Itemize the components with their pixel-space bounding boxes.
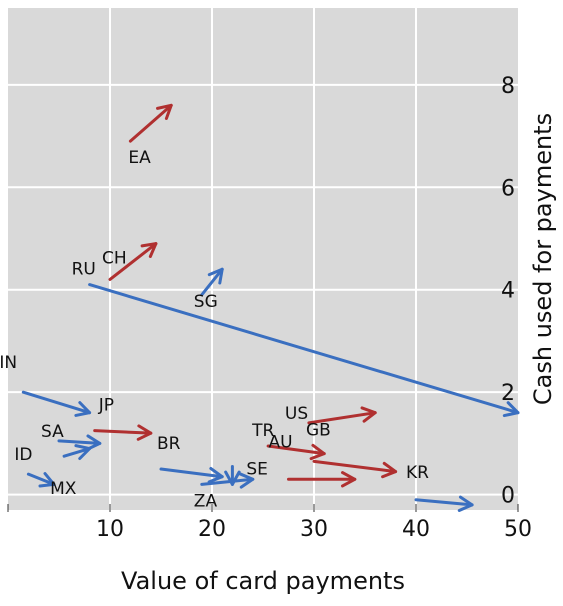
arrow-head — [224, 470, 241, 486]
y-tick-label: 0 — [501, 484, 515, 509]
x-tick-label: 30 — [300, 517, 328, 542]
arrow-shaft — [108, 242, 158, 281]
arrow-za — [200, 472, 255, 489]
arrow-ch — [108, 242, 158, 281]
tick-labels: 10 20 30 40 50 0 2 4 6 8 — [7, 74, 532, 542]
arrow-shaft — [21, 390, 92, 415]
x-tick-label: 40 — [402, 517, 430, 542]
y-tick-label: 4 — [501, 279, 515, 304]
arrow-shaft — [88, 283, 520, 415]
arrow-label-au: AU — [269, 432, 293, 452]
arrow-head — [207, 267, 224, 285]
arrow-id — [26, 472, 56, 488]
arrow-head — [502, 401, 520, 418]
arrow-head — [341, 471, 357, 488]
arrow-head — [457, 495, 474, 512]
arrow-au — [287, 471, 357, 488]
arrow-head — [136, 424, 153, 441]
x-tick-label: 50 — [504, 517, 532, 542]
y-tick-label: 2 — [501, 381, 515, 406]
arrow-head — [85, 434, 102, 451]
arrow-ru — [88, 283, 520, 418]
arrow-shaft — [57, 439, 102, 445]
arrow-mx — [62, 444, 92, 461]
arrow-head — [360, 406, 377, 423]
arrow-label-za: ZA — [194, 491, 218, 511]
arrow-head — [74, 444, 92, 461]
arrow-label-jp: JP — [98, 396, 114, 416]
arrow-sg — [200, 267, 224, 297]
arrow-sa — [57, 434, 102, 451]
arrow-kr — [414, 495, 474, 512]
arrow-us — [307, 406, 377, 425]
arrow-label-gb: GB — [306, 420, 331, 440]
arrow-label-kr: KR — [406, 463, 429, 483]
arrow-shaft — [266, 444, 326, 456]
arrow-head — [309, 443, 326, 461]
arrow-label-se: SE — [246, 459, 268, 479]
arrow-shaft — [62, 447, 92, 458]
arrow-series — [21, 103, 520, 512]
arrow-label-ea: EA — [128, 148, 151, 168]
arrow-head — [156, 103, 173, 120]
arrow-shaft — [200, 267, 224, 297]
arrow-shaft — [200, 477, 255, 486]
y-axis-title: Cash used for payments — [529, 113, 557, 405]
arrow-shaft — [93, 429, 153, 435]
arrow-shaft — [312, 459, 398, 474]
arrow-head — [38, 472, 56, 488]
arrow-shaft — [26, 472, 56, 486]
arrow-ea — [128, 103, 173, 143]
arrow-label-sa: SA — [41, 422, 64, 442]
arrow-tr — [266, 443, 326, 461]
arrow-head — [238, 472, 255, 489]
arrow-shaft — [414, 498, 474, 507]
arrow-label-sg: SG — [194, 292, 218, 312]
arrow-jp — [93, 424, 153, 441]
arrow-head — [207, 467, 224, 484]
x-tick-label: 20 — [198, 517, 226, 542]
arrow-label-us: US — [285, 404, 308, 424]
x-tick-label: 10 — [96, 517, 124, 542]
arrow-label-in: IN — [0, 353, 17, 373]
arrow-in — [21, 390, 92, 417]
arrow-shaft — [128, 103, 173, 143]
y-tick-label: 8 — [501, 74, 515, 99]
y-tick-label: 6 — [501, 176, 515, 201]
arrow-label-ru: RU — [72, 260, 96, 280]
arrow-se — [224, 464, 241, 486]
arrow-label-tr: TR — [251, 421, 274, 441]
arrow-label-br: BR — [157, 434, 181, 454]
grid-lines — [8, 8, 518, 510]
arrow-head — [381, 461, 398, 479]
arrow-shaft — [159, 467, 224, 479]
x-axis-title: Value of card payments — [121, 567, 405, 595]
plot-panel — [8, 8, 518, 510]
arrow-label-id: ID — [14, 445, 32, 465]
arrow-label-ch: CH — [102, 248, 127, 268]
arrow-br — [159, 467, 224, 484]
arrow-gb — [312, 459, 398, 479]
arrow-shaft — [307, 411, 377, 425]
arrow-label-mx: MX — [50, 479, 77, 499]
arrow-head — [140, 242, 158, 258]
arrow-head — [74, 401, 92, 417]
